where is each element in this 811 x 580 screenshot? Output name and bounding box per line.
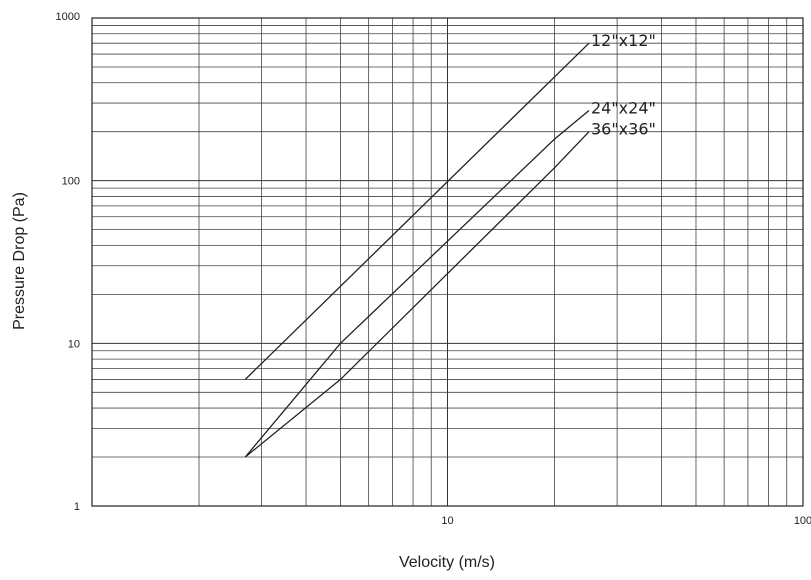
grid-lines (92, 18, 803, 506)
series-label-3: 36"x36" (591, 120, 656, 139)
series-lines (244, 42, 590, 458)
series-labels: 12"x12" 24"x24" 36"x36" (591, 31, 656, 139)
plot-frame (91, 17, 804, 507)
y-tick-label: 100 (62, 176, 80, 188)
series-line-3 (244, 131, 590, 458)
x-tick-label: 10 (441, 515, 453, 527)
series-label-1: 12"x12" (591, 31, 656, 50)
y-tick-label: 1000 (56, 11, 80, 23)
series-label-2: 24"x24" (591, 98, 656, 117)
series-line-1 (244, 42, 590, 380)
tick-labels: 10 100 1 10 100 1000 (56, 11, 811, 527)
y-tick-label: 1 (74, 501, 80, 513)
x-axis-title: Velocity (m/s) (399, 554, 495, 571)
series-line-2 (244, 109, 590, 458)
y-axis-title: Pressure Drop (Pa) (11, 192, 28, 330)
y-tick-label: 10 (68, 338, 80, 350)
x-tick-label: 100 (794, 515, 811, 527)
